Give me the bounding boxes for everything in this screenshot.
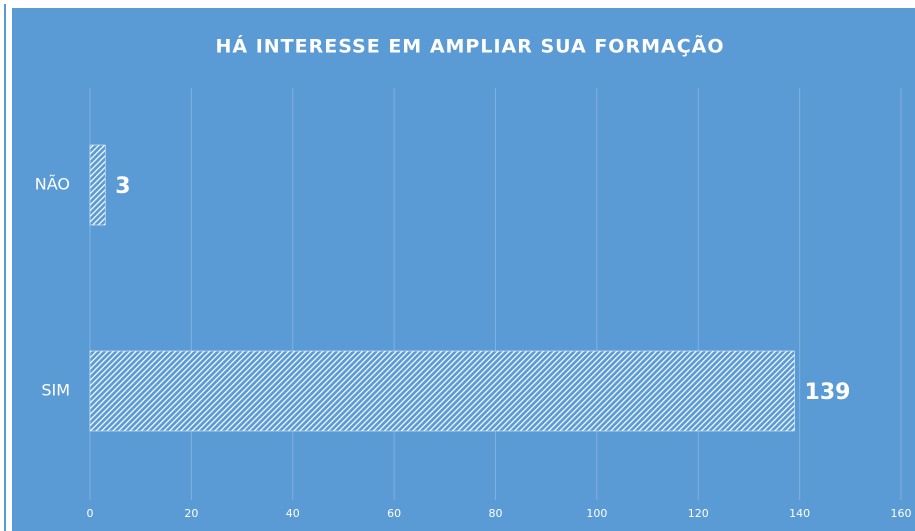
x-tick-label: 80 bbox=[489, 507, 503, 520]
x-tick-label: 140 bbox=[789, 507, 810, 520]
data-label: 3 bbox=[115, 174, 130, 199]
data-label: 139 bbox=[805, 380, 851, 405]
y-tick-label: SIM bbox=[41, 381, 70, 400]
x-tick-label: 0 bbox=[87, 507, 94, 520]
left-rule bbox=[4, 4, 6, 531]
chart-background bbox=[12, 8, 915, 531]
x-tick-label: 160 bbox=[891, 507, 912, 520]
x-tick-label: 100 bbox=[586, 507, 607, 520]
x-tick-label: 60 bbox=[387, 507, 401, 520]
x-tick-label: 20 bbox=[184, 507, 198, 520]
x-tick-label: 120 bbox=[688, 507, 709, 520]
x-tick-label: 40 bbox=[286, 507, 300, 520]
chart-title: HÁ INTERESSE EM AMPLIAR SUA FORMAÇÃO bbox=[215, 34, 724, 58]
y-tick-label: NÃO bbox=[35, 175, 70, 194]
bar bbox=[89, 350, 795, 432]
bar bbox=[89, 144, 106, 226]
